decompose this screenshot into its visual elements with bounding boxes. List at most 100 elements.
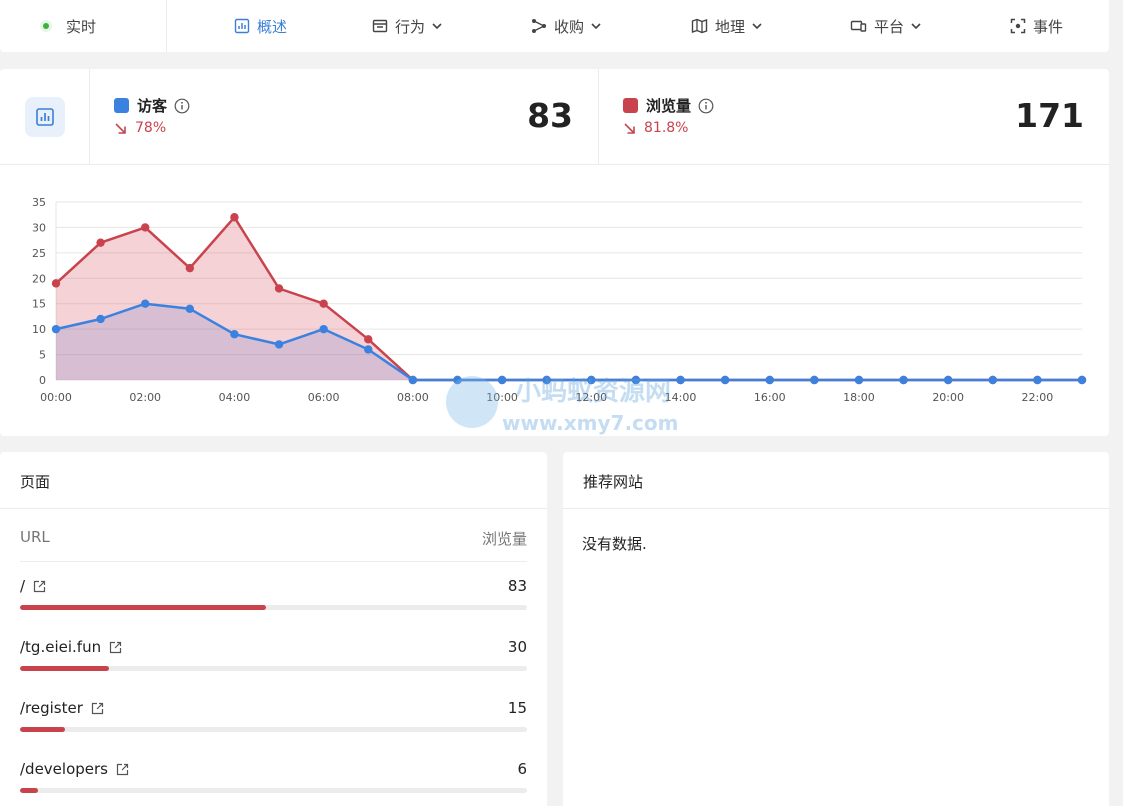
page-url: /developers — [20, 760, 108, 778]
data-point — [988, 375, 997, 385]
data-point — [274, 340, 284, 349]
x-tick-label: 06:00 — [308, 391, 340, 404]
pageviews-value: 171 — [1015, 96, 1084, 135]
tab-platform-label: 平台 — [874, 17, 905, 36]
url-column-header: URL — [20, 528, 50, 546]
data-point — [185, 304, 195, 313]
data-point — [230, 213, 239, 222]
realtime-button[interactable]: 实时 — [0, 0, 167, 52]
y-tick-label: 35 — [32, 196, 46, 209]
data-point — [51, 279, 61, 288]
page-url: / — [20, 577, 26, 595]
share-bar — [20, 605, 527, 610]
traffic-chart: 0 5 10 15 20 25 30 35 00:00 02:00 04:00 06:00 08:00… — [32, 196, 1087, 404]
share-bar-fill — [20, 605, 266, 610]
data-point — [587, 375, 596, 385]
table-row[interactable]: /register 15 — [20, 699, 527, 739]
tab-platform[interactable]: 平台 — [850, 0, 922, 52]
table-row[interactable]: /tg.eiei.fun 30 — [20, 638, 527, 678]
share-bar-fill — [20, 666, 109, 671]
watermark-logo-icon — [446, 376, 498, 428]
data-point — [453, 375, 462, 385]
data-point — [497, 375, 507, 385]
focus-icon — [1010, 18, 1026, 34]
devices-icon — [850, 20, 867, 32]
data-point — [408, 375, 418, 385]
tab-acquisition-label: 收购 — [554, 17, 585, 36]
data-point — [274, 284, 284, 293]
data-point — [1033, 375, 1042, 385]
data-point — [364, 335, 373, 344]
divider — [563, 508, 1109, 509]
y-tick-label: 15 — [32, 298, 46, 311]
share-nodes-icon — [532, 19, 546, 33]
tab-geography[interactable]: 地理 — [691, 0, 763, 52]
browser-window-icon — [372, 19, 388, 33]
visitors-label: 访客 — [137, 97, 168, 115]
chevron-down-icon — [911, 23, 921, 30]
pageviews-change: 81.8% — [644, 120, 689, 136]
x-tick-label: 18:00 — [843, 391, 875, 404]
page-views: 15 — [507, 699, 527, 717]
data-point — [141, 299, 150, 308]
x-tick-label: 08:00 — [397, 391, 429, 404]
data-point — [542, 375, 551, 385]
watermark-url: www.xmy7.com — [502, 411, 678, 435]
share-bar — [20, 788, 527, 793]
tab-events-label: 事件 — [1033, 17, 1064, 36]
y-tick-label: 10 — [32, 323, 46, 336]
page-url: /tg.eiei.fun — [20, 638, 102, 656]
info-icon[interactable] — [698, 98, 714, 114]
data-point — [141, 223, 150, 232]
chevron-down-icon — [591, 23, 601, 30]
pages-title: 页面 — [20, 473, 51, 491]
data-point — [720, 375, 730, 385]
table-row[interactable]: / 83 — [20, 577, 527, 617]
x-tick-label: 04:00 — [219, 391, 251, 404]
data-point — [631, 375, 641, 385]
external-link-icon[interactable] — [109, 641, 122, 654]
tab-behavior[interactable]: 行为 — [372, 0, 443, 52]
visitors-change: 78% — [135, 120, 167, 136]
pageviews-label: 浏览量 — [646, 97, 692, 115]
views-column-header: 浏览量 — [481, 530, 527, 548]
y-tick-label: 0 — [39, 374, 46, 387]
tab-overview[interactable]: 概述 — [234, 0, 287, 52]
series-area — [56, 217, 1082, 380]
trend-down-arrow-icon — [624, 122, 635, 134]
referrers-panel: 推荐网站 没有数据. — [563, 452, 1109, 806]
watermark-title: 小蚂蚁资源网 — [515, 377, 671, 407]
empty-state-text: 没有数据. — [582, 535, 647, 553]
page-views: 30 — [507, 638, 527, 656]
data-point — [1077, 375, 1087, 385]
external-link-icon[interactable] — [91, 702, 104, 715]
share-bar — [20, 727, 527, 732]
stats-panel: 访客 78% 83 浏览量 81.8% 171 0 5 10 15 20 25 30 35 0… — [0, 69, 1109, 436]
data-point — [51, 324, 61, 334]
y-tick-label: 5 — [39, 349, 46, 362]
visitors-swatch — [114, 98, 129, 113]
external-link-icon[interactable] — [33, 580, 46, 593]
data-point — [230, 330, 239, 339]
table-row[interactable]: /developers 6 — [20, 760, 527, 800]
x-tick-label: 22:00 — [1022, 391, 1054, 404]
data-point — [319, 299, 328, 308]
series-area — [56, 303, 1082, 380]
tab-acquisition[interactable]: 收购 — [531, 0, 602, 52]
tab-events[interactable]: 事件 — [1010, 0, 1063, 52]
info-icon[interactable] — [174, 98, 190, 114]
visitors-value: 83 — [527, 96, 573, 135]
stats-chart-icon — [25, 97, 65, 137]
data-point — [676, 375, 685, 385]
tab-behavior-label: 行为 — [395, 17, 426, 36]
x-tick-label: 02:00 — [129, 391, 161, 404]
series-line — [55, 302, 1082, 382]
external-link-icon[interactable] — [116, 763, 129, 776]
x-tick-label: 16:00 — [754, 391, 786, 404]
bar-chart-icon — [234, 18, 250, 34]
y-tick-label: 20 — [32, 272, 46, 285]
metric-visitors[interactable]: 访客 78% 83 — [90, 69, 599, 165]
metric-pageviews[interactable]: 浏览量 81.8% 171 — [599, 69, 1109, 165]
page-views: 6 — [517, 760, 527, 778]
data-point — [96, 314, 105, 324]
